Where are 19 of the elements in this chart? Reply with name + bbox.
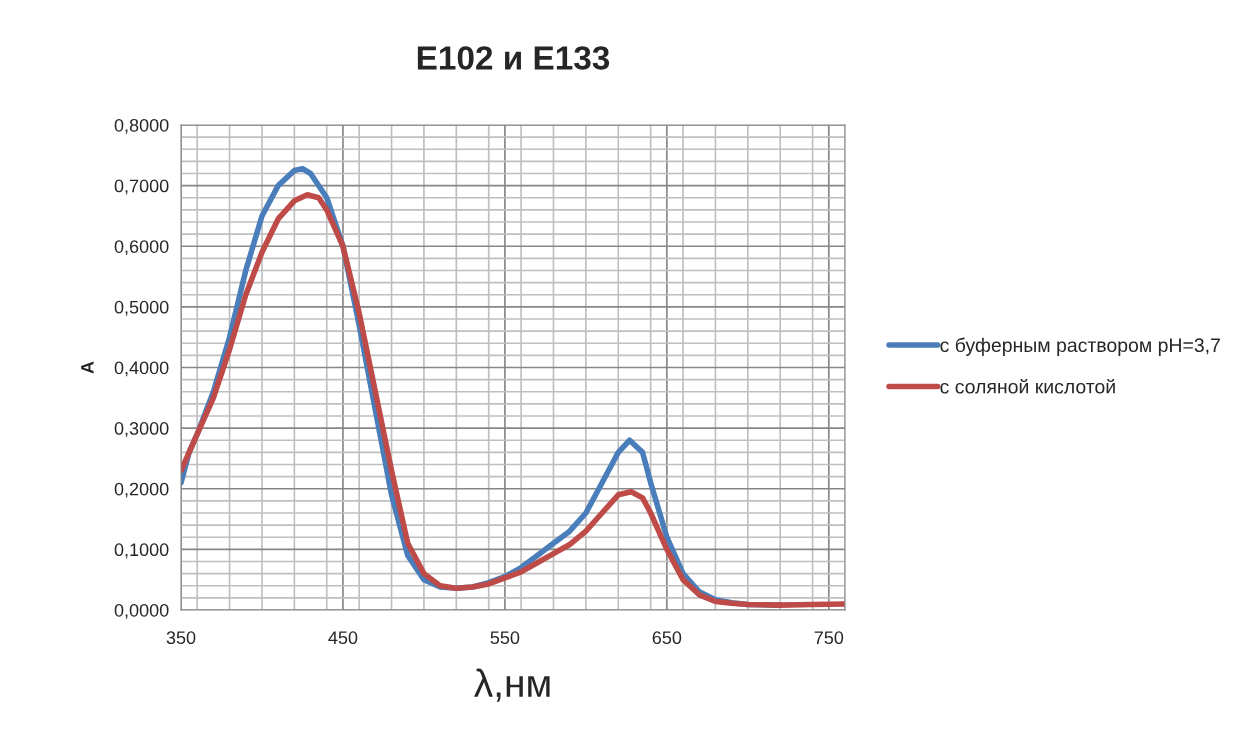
y-tick-label: 0,8000	[114, 118, 169, 134]
y-axis-title: A	[81, 361, 94, 374]
y-tick-label: 0,0000	[114, 603, 169, 619]
y-tick-label: 0,4000	[114, 361, 169, 377]
x-tick-label: 650	[652, 631, 682, 645]
y-tick-label: 0,6000	[114, 240, 169, 256]
x-tick-label: 350	[166, 631, 196, 645]
x-tick-label: 550	[490, 631, 520, 645]
x-tick-label: 450	[328, 631, 358, 645]
chart-title: E102 и E133	[417, 46, 610, 70]
y-tick-label: 0,2000	[114, 482, 169, 498]
y-tick-label: 0,7000	[114, 179, 169, 195]
legend-label: с соляной кислотой	[940, 378, 1115, 394]
y-tick-label: 0,1000	[114, 543, 169, 559]
legend-label: с буферным раствором pH=3,7	[940, 337, 1220, 356]
y-tick-label: 0,3000	[114, 422, 169, 437]
x-tick-label: 750	[814, 631, 844, 645]
x-axis-title: λ,нм	[474, 668, 550, 702]
y-tick-label: 0,5000	[114, 300, 169, 316]
